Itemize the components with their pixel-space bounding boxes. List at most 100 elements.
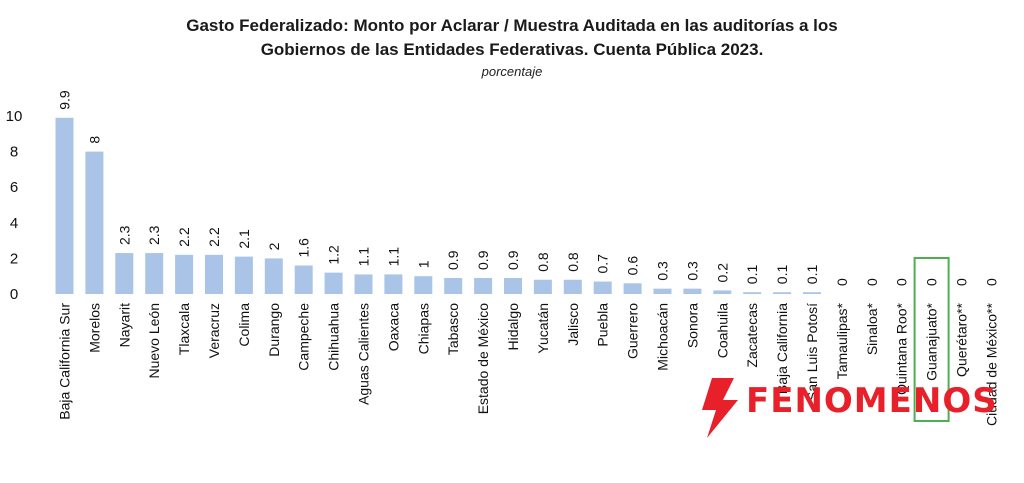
category-label: Estado de México: [475, 303, 491, 414]
chart-title-line1: Gasto Federalizado: Monto por Aclarar / …: [186, 16, 838, 35]
category-label: Chihuahua: [326, 303, 342, 371]
bar: [234, 256, 253, 294]
category-label: Sinaloa*: [864, 302, 880, 355]
y-tick-label: 2: [10, 250, 18, 267]
value-label: 2: [266, 242, 282, 250]
category-label: Tabasco: [445, 303, 461, 355]
value-label: 1.1: [356, 247, 372, 267]
value-label: 2.2: [176, 227, 192, 247]
category-label: San Luis Potosí: [804, 303, 820, 401]
value-label: 0.8: [535, 252, 551, 272]
value-label: 1: [415, 260, 431, 268]
category-label: Campeche: [296, 303, 312, 371]
value-label: 0: [894, 278, 910, 286]
bar: [444, 277, 463, 294]
value-label: 2.3: [116, 225, 132, 245]
value-label: 0.1: [744, 265, 760, 285]
value-label: 2.1: [236, 229, 252, 249]
bar: [175, 254, 194, 294]
category-label: Jalisco: [565, 303, 581, 346]
value-label: 1.6: [296, 238, 312, 258]
value-label: 0: [834, 278, 850, 286]
category-label: Tlaxcala: [176, 303, 192, 355]
value-label: 2.2: [206, 227, 222, 247]
y-tick-label: 6: [10, 179, 18, 196]
category-label: Tamaulipas*: [834, 302, 850, 379]
value-label: 9.9: [57, 90, 73, 110]
value-label: 8: [86, 136, 102, 144]
category-label: Chiapas: [415, 303, 431, 354]
value-label: 0.6: [625, 256, 641, 276]
bar: [593, 281, 612, 294]
value-label: 1.1: [385, 247, 401, 267]
y-tick-label: 0: [10, 286, 18, 303]
bar: [414, 276, 433, 294]
value-label: 0.1: [804, 265, 820, 285]
value-label: 0.8: [565, 252, 581, 272]
value-label: 1.2: [326, 245, 342, 265]
category-label: Guanajuato*: [924, 302, 940, 380]
category-label: Baja California Sur: [57, 303, 73, 420]
value-label: 0.3: [684, 261, 700, 281]
category-label: Coahuila: [714, 303, 730, 358]
category-label: Oaxaca: [385, 303, 401, 351]
category-label: Michoacán: [655, 303, 671, 371]
bar: [743, 292, 762, 294]
bar: [773, 292, 792, 294]
category-label: Nayarit: [116, 303, 132, 347]
category-label: Veracruz: [206, 303, 222, 358]
value-label: 0: [954, 278, 970, 286]
value-label: 0: [983, 278, 999, 286]
y-axis: 0 2 4 6 8 10: [6, 108, 23, 303]
category-label: Aguas Calientes: [356, 303, 372, 405]
bar: [85, 151, 104, 294]
bar: [324, 272, 343, 294]
category-label: Morelos: [86, 303, 102, 353]
bar: [563, 279, 582, 294]
category-label: Nuevo León: [146, 303, 162, 379]
category-label: Ciudad de México**: [983, 302, 999, 426]
value-label: 0: [924, 278, 940, 286]
value-label: 0.1: [774, 265, 790, 285]
bar: [55, 117, 74, 294]
bar: [683, 288, 702, 294]
watermark-text: FENOMENOS: [746, 381, 998, 421]
y-tick-label: 4: [10, 215, 18, 232]
bar: [264, 258, 283, 294]
category-label: Zacatecas: [744, 303, 760, 368]
bar: [504, 277, 522, 294]
bar: [474, 277, 493, 294]
bar: [354, 274, 373, 294]
highlight-box-rect: [913, 257, 950, 422]
category-label: Sonora: [684, 303, 700, 348]
category-label: Durango: [266, 303, 282, 357]
chart-subtitle: porcentaje: [481, 64, 543, 79]
bar: [653, 288, 672, 294]
value-label: 0.3: [655, 261, 671, 281]
chart-title-line2: Gobiernos de las Entidades Federativas. …: [260, 40, 764, 59]
bar: [713, 290, 732, 294]
value-label: 0.9: [445, 250, 461, 270]
y-tick-label: 8: [10, 144, 18, 161]
bar: [384, 274, 403, 294]
category-labels: Baja California Sur Morelos Nayarit Nuevo L…: [57, 302, 1000, 426]
watermark: FENOMENOS: [702, 378, 998, 438]
bar: [533, 279, 552, 294]
value-label: 0: [864, 278, 880, 286]
bars: [55, 117, 821, 294]
value-labels: 9.9 8 2.3 2.3 2.2 2.2 2.1 2 1.6 1.2 1.1 1.1 1 0.9 0.9 0…: [57, 90, 1000, 286]
value-label: 0.7: [595, 254, 611, 274]
y-tick-label: 10: [6, 108, 23, 125]
bar: [145, 253, 164, 294]
bar: [205, 254, 223, 294]
bar: [115, 253, 134, 294]
bar: [803, 292, 821, 294]
chart-title: Gasto Federalizado: Monto por Aclarar / …: [0, 14, 1024, 62]
category-label: Baja California: [774, 303, 790, 394]
value-label: 0.9: [505, 250, 521, 270]
bar: [623, 283, 642, 294]
category-label: Yucatán: [535, 303, 551, 354]
category-label: Guerrero: [625, 303, 641, 359]
highlight-box: [913, 257, 950, 422]
